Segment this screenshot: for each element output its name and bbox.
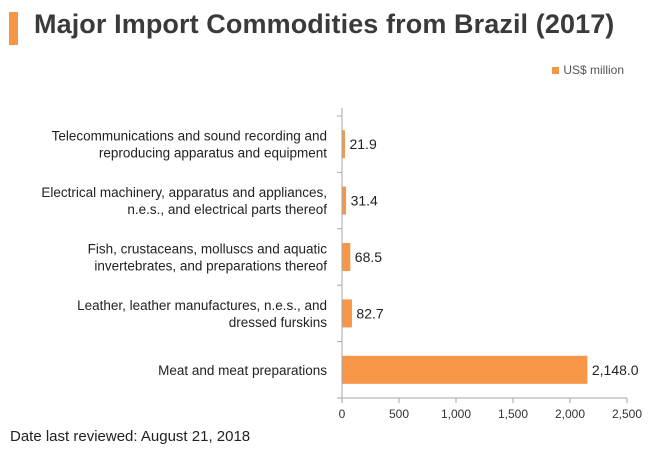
- data-label: 21.9: [349, 136, 376, 152]
- legend: US$ million: [552, 63, 624, 77]
- x-tick-label: 2,000: [555, 407, 585, 421]
- category-label: invertebrates, and preparations thereof: [94, 259, 327, 274]
- category-label: Fish, crustaceans, molluscs and aquatic: [88, 242, 328, 257]
- x-tick-label: 0: [339, 407, 346, 421]
- bar: [342, 186, 347, 215]
- bar: [342, 243, 351, 271]
- category-label: Telecommunications and sound recording a…: [52, 129, 327, 144]
- category-label: Electrical machinery, apparatus and appl…: [41, 185, 327, 200]
- x-tick-label: 1,000: [441, 407, 471, 421]
- category-label: dressed furskins: [229, 315, 328, 330]
- category-label: Leather, leather manufactures, n.e.s., a…: [77, 298, 327, 313]
- legend-label: US$ million: [563, 63, 624, 77]
- data-label: 68.5: [355, 249, 382, 265]
- category-label: reproducing apparatus and equipment: [99, 146, 327, 161]
- bar: [342, 130, 345, 159]
- chart-title: Major Import Commodities from Brazil (20…: [34, 9, 615, 39]
- title-accent-bar: [9, 12, 18, 45]
- data-label: 2,148.0: [592, 362, 639, 378]
- date-last-reviewed: Date last reviewed: August 21, 2018: [10, 428, 251, 445]
- data-label: 31.4: [351, 193, 378, 209]
- x-tick-label: 1,500: [498, 407, 528, 421]
- bar: [342, 299, 352, 328]
- category-label: Meat and meat preparations: [158, 363, 327, 378]
- x-tick-label: 500: [389, 407, 409, 421]
- x-tick-label: 2,500: [612, 407, 642, 421]
- legend-swatch: [552, 66, 560, 74]
- category-label: n.e.s., and electrical parts thereof: [127, 202, 327, 217]
- bar: [342, 355, 588, 384]
- data-label: 82.7: [356, 305, 383, 321]
